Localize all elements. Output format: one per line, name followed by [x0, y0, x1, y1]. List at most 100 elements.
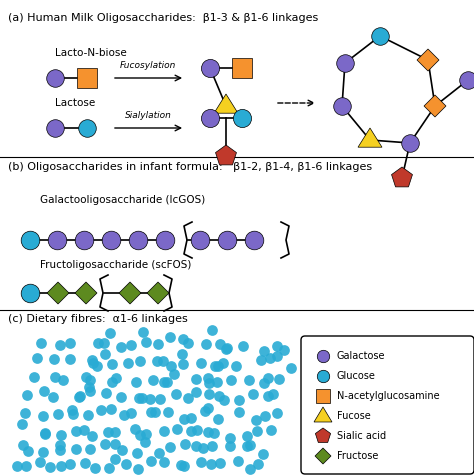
Point [146, 395, 154, 403]
Point [24, 447, 32, 455]
Point [166, 443, 174, 451]
Point [51, 373, 59, 381]
Point [167, 362, 175, 370]
Point [142, 430, 150, 437]
Point [223, 344, 231, 352]
Point [111, 455, 118, 463]
Point [214, 415, 221, 423]
Point [37, 339, 45, 346]
Point [68, 407, 76, 414]
Point [21, 409, 29, 417]
Point [204, 374, 211, 382]
Point [93, 362, 100, 370]
Point [262, 412, 269, 420]
Point [56, 446, 64, 454]
Point [273, 352, 281, 360]
Point [259, 450, 267, 458]
Point [134, 449, 141, 456]
Point [206, 64, 214, 72]
Point [100, 339, 108, 347]
Point [206, 379, 213, 387]
Point [56, 341, 64, 349]
Point [39, 448, 46, 456]
Point [257, 356, 264, 364]
Polygon shape [392, 167, 412, 187]
Point [88, 432, 96, 440]
Point [94, 339, 101, 347]
Point [180, 462, 188, 469]
Point [264, 374, 272, 382]
Point [154, 357, 161, 365]
Point [134, 465, 142, 473]
Point [239, 342, 246, 350]
Point [107, 236, 115, 244]
Point [184, 394, 191, 402]
Point [260, 347, 268, 354]
Text: Sialylation: Sialylation [125, 111, 172, 120]
Point [207, 460, 215, 467]
Point [205, 390, 212, 398]
Point [18, 420, 26, 428]
Point [208, 442, 215, 449]
Point [201, 407, 209, 415]
Point [213, 378, 220, 386]
Point [57, 432, 65, 439]
Point [205, 428, 212, 436]
Point [266, 354, 273, 362]
Point [151, 408, 158, 416]
Point [84, 411, 92, 419]
Point [192, 442, 200, 450]
Point [269, 390, 277, 398]
Point [55, 411, 62, 418]
Point [226, 443, 234, 450]
Point [36, 458, 44, 466]
Point [133, 378, 140, 386]
Polygon shape [316, 389, 330, 403]
Point [161, 236, 169, 244]
Point [128, 342, 135, 349]
Point [105, 428, 112, 436]
Point [202, 340, 210, 347]
Text: Galactose: Galactose [337, 351, 385, 361]
Point [30, 373, 37, 381]
Point [243, 432, 251, 440]
Point [46, 463, 54, 471]
Point [111, 440, 119, 447]
Point [220, 396, 228, 404]
Polygon shape [47, 282, 69, 304]
Text: (c) Dietary fibres:  α1-6 linkages: (c) Dietary fibres: α1-6 linkages [8, 314, 188, 324]
Point [319, 352, 327, 360]
Point [139, 328, 147, 335]
Point [376, 32, 384, 40]
Polygon shape [358, 128, 382, 147]
Polygon shape [77, 68, 97, 88]
Point [82, 373, 90, 381]
Point [264, 392, 272, 400]
Polygon shape [75, 282, 97, 304]
Point [147, 408, 155, 416]
Point [137, 357, 144, 364]
Point [273, 409, 281, 417]
Point [41, 429, 48, 437]
Point [120, 411, 128, 418]
Point [91, 464, 99, 471]
Point [166, 333, 174, 341]
Point [253, 428, 261, 435]
Point [76, 392, 84, 400]
Point [107, 405, 115, 412]
Point [41, 388, 48, 395]
Text: Fructoligosaccharide (scFOS): Fructoligosaccharide (scFOS) [40, 260, 191, 270]
Text: N-acetylglucosamine: N-acetylglucosamine [337, 391, 439, 401]
Point [252, 416, 260, 424]
Point [142, 438, 149, 446]
Point [106, 329, 113, 337]
Point [80, 236, 88, 244]
Polygon shape [424, 95, 446, 117]
Point [131, 425, 139, 433]
Polygon shape [314, 407, 332, 422]
Point [13, 463, 20, 470]
Point [179, 361, 187, 368]
Text: Fructose: Fructose [337, 451, 378, 461]
Point [57, 462, 64, 469]
Point [161, 458, 168, 466]
